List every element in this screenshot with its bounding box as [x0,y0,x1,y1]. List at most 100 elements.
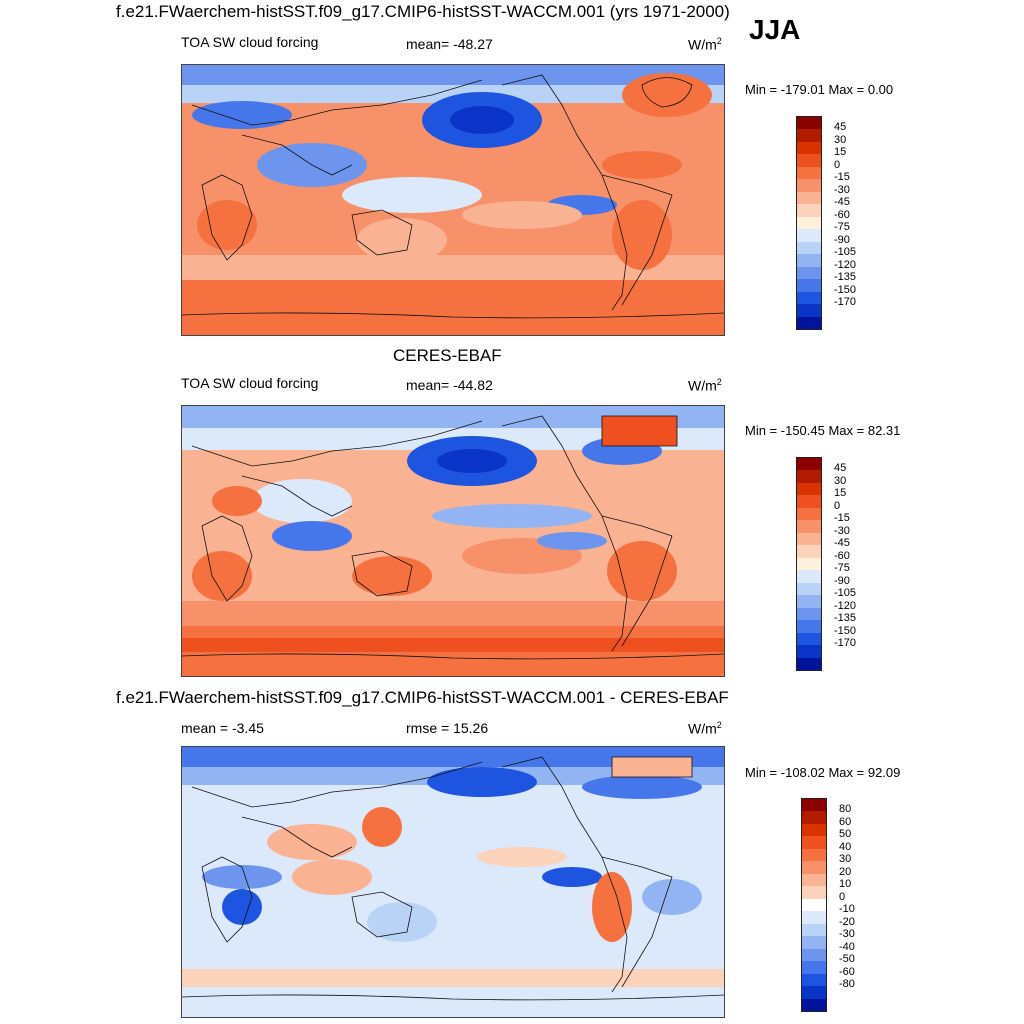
colorbar-tick-label: 30 [834,474,847,487]
panel2-variable-label: TOA SW cloud forcing [181,375,319,391]
colorbar-tick-label: 45 [834,462,847,475]
colorbar-tick-label: 45 [834,121,847,134]
panel3-unit-label: W/m2 [688,720,722,737]
colorbar-tick-label: 20 [839,865,852,878]
colorbar-swatch [802,836,826,850]
colorbar-tick-label: -75 [834,221,850,234]
colorbar-tick-label: -30 [834,524,850,537]
panel1-unit-label: W/m2 [688,36,722,53]
colorbar-swatch [797,179,821,193]
colorbar-swatch [802,911,826,925]
colorbar-tick-label: 0 [834,158,841,171]
colorbar-swatch [797,632,821,646]
colorbar-tick-label: 15 [834,146,847,159]
panel2-map [181,405,725,677]
colorbar-tick-label: -90 [834,574,850,587]
colorbar-swatch [797,570,821,584]
colorbar-swatch [797,657,821,671]
colorbar-swatch [797,117,821,130]
colorbar-tick-label: 10 [839,878,852,891]
colorbar-swatch [797,520,821,534]
season-label: JJA [749,14,801,45]
colorbar-tick-label: 0 [834,499,841,512]
colorbar-swatch [797,304,821,318]
colorbar-swatch [802,948,826,962]
colorbar-tick-label: 50 [839,828,852,841]
panel3-mean-label: mean = -3.45 [181,720,264,736]
colorbar-tick-label: -30 [834,183,850,196]
panel3-map [181,746,725,1018]
colorbar-swatch [797,482,821,496]
colorbar-swatch [797,241,821,255]
colorbar-swatch [802,973,826,987]
panel3-minmax-label: Min = -108.02 Max = 92.09 [745,765,901,780]
panel1-minmax-label: Min = -179.01 Max = 0.00 [745,82,894,97]
colorbar-tick-label: -30 [839,928,855,941]
panel1-variable-label: TOA SW cloud forcing [181,34,319,50]
colorbar-swatch [797,229,821,243]
colorbar-tick-label: -45 [834,196,850,209]
colorbar-tick-label: 40 [839,840,852,853]
colorbar-swatch [802,961,826,975]
colorbar-swatch [797,279,821,293]
colorbar-tick-label: -60 [839,965,855,978]
colorbar-tick-label: -15 [834,512,850,525]
colorbar-tick-label: -20 [839,915,855,928]
colorbar-swatch [797,154,821,168]
colorbar-tick-label: -10 [839,903,855,916]
colorbar-swatch [797,266,821,280]
colorbar-tick-label: -135 [834,271,857,284]
colorbar-tick-label: -50 [839,953,855,966]
colorbar-tick-label: -15 [834,171,850,184]
colorbar-tick-label: 15 [834,487,847,500]
colorbar-tick-label: 60 [839,815,852,828]
panel3-rmse-label: rmse = 15.26 [406,720,489,736]
colorbar-swatch [797,216,821,230]
colorbar-swatch [802,799,826,812]
colorbar-tick-label: -60 [834,208,850,221]
colorbar-swatch [797,607,821,621]
colorbar-tick-label: -60 [834,549,850,562]
colorbar-swatch [797,532,821,546]
colorbar-tick-label: -40 [839,940,855,953]
panel2-minmax-label: Min = -150.45 Max = 82.31 [745,423,901,438]
colorbar-swatch [802,811,826,825]
colorbar-swatch [797,470,821,484]
panel2-title: CERES-EBAF [393,346,502,365]
colorbar-swatch [802,861,826,875]
colorbar-swatch [802,998,826,1012]
colorbar-swatch [802,823,826,837]
colorbar-swatch [797,545,821,559]
colorbar-swatch [802,873,826,887]
colorbar-swatch [797,129,821,143]
colorbar-tick-label: -45 [834,537,850,550]
colorbar-tick-label: 30 [834,133,847,146]
colorbar-swatch [797,316,821,330]
figure-title: f.e21.FWaerchem-histSST.f09_g17.CMIP6-hi… [116,2,730,21]
colorbar-tick-label: -120 [834,599,857,612]
colorbar-tick-label: -75 [834,562,850,575]
panel1-map [181,64,725,336]
colorbar-swatch [802,898,826,912]
colorbar-swatch [802,936,826,950]
panel2-mean-label: mean= -44.82 [406,377,493,393]
colorbar-tick-label: -170 [834,637,857,650]
colorbar-swatch [802,923,826,937]
colorbar-swatch [802,886,826,900]
colorbar-swatch [797,620,821,634]
colorbar-tick-label: 30 [839,853,852,866]
panel2-colorbar [796,457,822,671]
colorbar-swatch [797,507,821,521]
colorbar-swatch [802,848,826,862]
colorbar-swatch [797,458,821,471]
panel2-unit-label: W/m2 [688,377,722,394]
colorbar-swatch [797,254,821,268]
colorbar-swatch [802,986,826,1000]
panel3-colorbar [801,798,827,1012]
colorbar-tick-label: -120 [834,258,857,271]
colorbar-tick-label: -80 [839,978,855,991]
colorbar-swatch [797,191,821,205]
colorbar-swatch [797,595,821,609]
colorbar-tick-label: 80 [839,803,852,816]
panel3-title: f.e21.FWaerchem-histSST.f09_g17.CMIP6-hi… [116,688,729,707]
